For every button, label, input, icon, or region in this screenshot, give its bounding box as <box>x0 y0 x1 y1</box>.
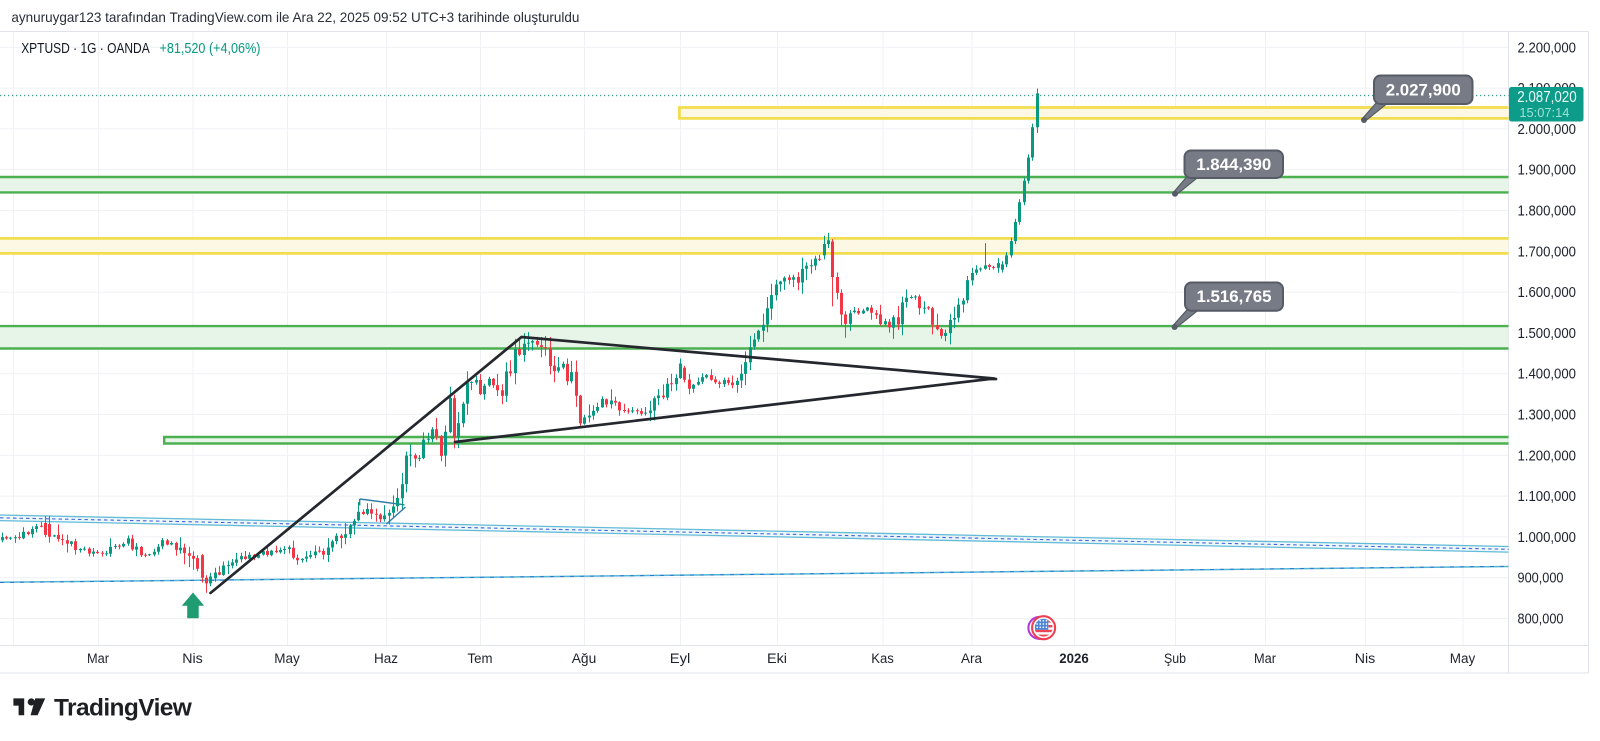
svg-text:Nis: Nis <box>1355 651 1376 666</box>
svg-text:Ara: Ara <box>961 651 982 666</box>
svg-text:Eki: Eki <box>767 651 787 666</box>
svg-text:2.087,020: 2.087,020 <box>1517 89 1577 106</box>
svg-text:1.700,000: 1.700,000 <box>1518 244 1577 260</box>
svg-text:Tem: Tem <box>468 651 493 666</box>
svg-text:XPTUSD · 1G · OANDA: XPTUSD · 1G · OANDA <box>21 41 150 57</box>
svg-text:1.600,000: 1.600,000 <box>1518 285 1577 301</box>
svg-text:1.800,000: 1.800,000 <box>1518 204 1577 220</box>
svg-text:1.100,000: 1.100,000 <box>1518 489 1577 505</box>
svg-text:Şub: Şub <box>1164 651 1186 666</box>
svg-text:1.516,765: 1.516,765 <box>1197 288 1272 306</box>
svg-text:1.000,000: 1.000,000 <box>1518 530 1577 546</box>
svg-text:May: May <box>1450 651 1476 666</box>
svg-text:1.400,000: 1.400,000 <box>1518 367 1577 383</box>
svg-text:2.000,000: 2.000,000 <box>1518 122 1577 138</box>
svg-text:2.027,900: 2.027,900 <box>1386 81 1461 99</box>
svg-text:2026: 2026 <box>1059 651 1089 666</box>
svg-text:aynuruygar123 tarafından Tradi: aynuruygar123 tarafından TradingView.com… <box>11 9 579 25</box>
svg-text:Mar: Mar <box>1254 651 1276 666</box>
svg-text:Nis: Nis <box>182 651 203 666</box>
svg-text:May: May <box>274 651 300 666</box>
svg-text:Kas: Kas <box>871 651 894 666</box>
svg-text:800,000: 800,000 <box>1518 612 1564 628</box>
svg-text:1.200,000: 1.200,000 <box>1518 448 1577 464</box>
svg-text:Mar: Mar <box>87 651 109 666</box>
svg-text:1.500,000: 1.500,000 <box>1518 326 1577 342</box>
svg-text:1.844,390: 1.844,390 <box>1196 156 1271 174</box>
svg-text:TradingView: TradingView <box>54 695 193 722</box>
svg-text:Eyl: Eyl <box>670 651 691 666</box>
svg-text:Haz: Haz <box>374 651 398 666</box>
svg-text:1.900,000: 1.900,000 <box>1518 163 1577 179</box>
svg-text:+81,520 (+4,06%): +81,520 (+4,06%) <box>160 41 261 57</box>
svg-text:1.300,000: 1.300,000 <box>1518 408 1577 424</box>
svg-text:2.200,000: 2.200,000 <box>1518 40 1577 56</box>
svg-text:15:07:14: 15:07:14 <box>1519 105 1569 120</box>
svg-text:900,000: 900,000 <box>1518 571 1564 587</box>
svg-text:Ağu: Ağu <box>572 651 597 666</box>
